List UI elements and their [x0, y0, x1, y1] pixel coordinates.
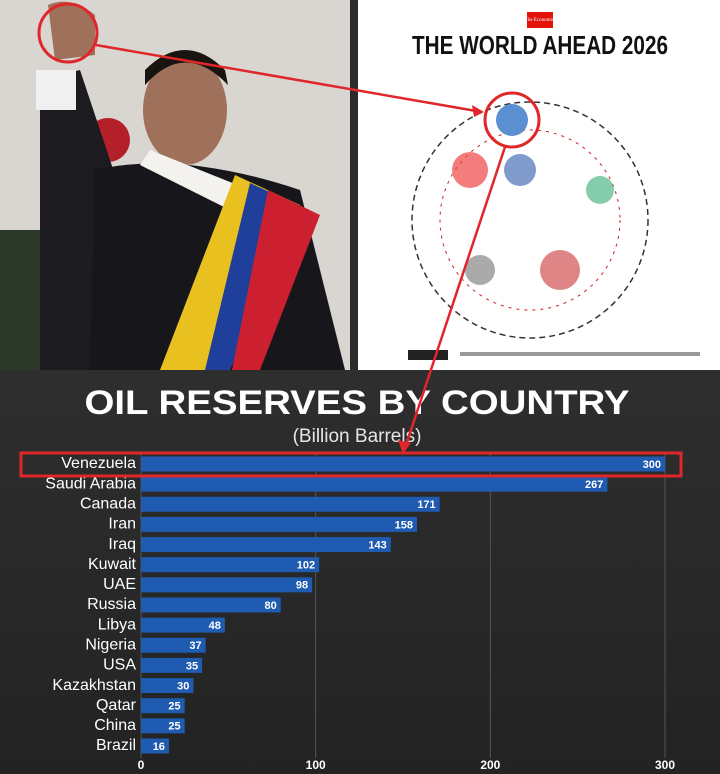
x-tick-label: 200: [480, 758, 500, 772]
highlight-circle: [483, 91, 541, 149]
bar: [141, 516, 417, 532]
bar: [141, 557, 320, 573]
brand-logo: [527, 12, 553, 28]
category-label: Kuwait: [88, 556, 137, 573]
arrow-head: [472, 105, 484, 117]
value-label: 80: [264, 600, 276, 612]
bar: [141, 718, 185, 734]
value-label: 25: [168, 721, 180, 733]
bar: [141, 496, 440, 512]
bar: [141, 597, 281, 613]
category-label: Russia: [87, 596, 136, 613]
arrow: [403, 146, 507, 449]
category-label: Iran: [108, 516, 136, 533]
bar: [141, 657, 203, 673]
bar: [141, 698, 185, 714]
value-label: 171: [417, 499, 435, 511]
bar: [141, 738, 169, 754]
value-label: 25: [168, 701, 180, 713]
category-label: Canada: [80, 495, 136, 512]
category-label: Brazil: [96, 737, 136, 754]
category-label: China: [94, 717, 136, 734]
highlight-circle: [37, 2, 99, 64]
brand: The Economist: [525, 18, 556, 23]
x-tick-label: 300: [655, 758, 675, 772]
bar: [141, 476, 608, 492]
chart-background: [0, 370, 720, 774]
bar: [141, 577, 313, 593]
bar: [141, 617, 225, 633]
category-label: Qatar: [96, 697, 137, 714]
bar: [141, 537, 391, 553]
x-tick-label: 100: [306, 758, 326, 772]
cover-title: THE WORLD AHEAD 2026: [412, 30, 668, 60]
value-label: 48: [209, 620, 221, 632]
value-label: 143: [368, 539, 386, 551]
photo: [0, 0, 350, 370]
value-label: 267: [585, 479, 603, 491]
value-label: 98: [296, 580, 308, 592]
magazine-cover: The Economist THE WORLD AHEAD 2026: [358, 0, 720, 370]
highlight-box: [19, 451, 683, 478]
bar: [141, 637, 206, 653]
bar: [141, 678, 194, 694]
arrow: [95, 43, 483, 114]
category-label: UAE: [103, 576, 136, 593]
category-label: Iraq: [108, 536, 136, 553]
plot: 0 100 200 300 Venezuela 300 Saudi Arabia 267 Can…: [45, 452, 675, 772]
value-label: 158: [395, 519, 413, 531]
category-label: Nigeria: [85, 636, 136, 653]
value-label: 300: [643, 459, 661, 471]
category-label: Kazakhstan: [52, 677, 136, 694]
x-tick-label: 0: [138, 758, 145, 772]
chart-title: OIL RESERVES BY COUNTRY: [85, 384, 630, 422]
arrow-head: [398, 440, 411, 454]
category-label: USA: [103, 657, 136, 674]
category-label: Venezuela: [61, 455, 136, 472]
value-label: 35: [186, 660, 198, 672]
value-label: 102: [297, 560, 315, 572]
value-label: 16: [153, 741, 165, 753]
category-label: Libya: [98, 616, 136, 633]
bar: [141, 456, 665, 472]
category-label: Saudi Arabia: [45, 475, 136, 492]
chart-subtitle: (Billion Barrels): [293, 426, 422, 447]
value-label: 30: [177, 680, 189, 692]
value-label: 37: [189, 640, 201, 652]
